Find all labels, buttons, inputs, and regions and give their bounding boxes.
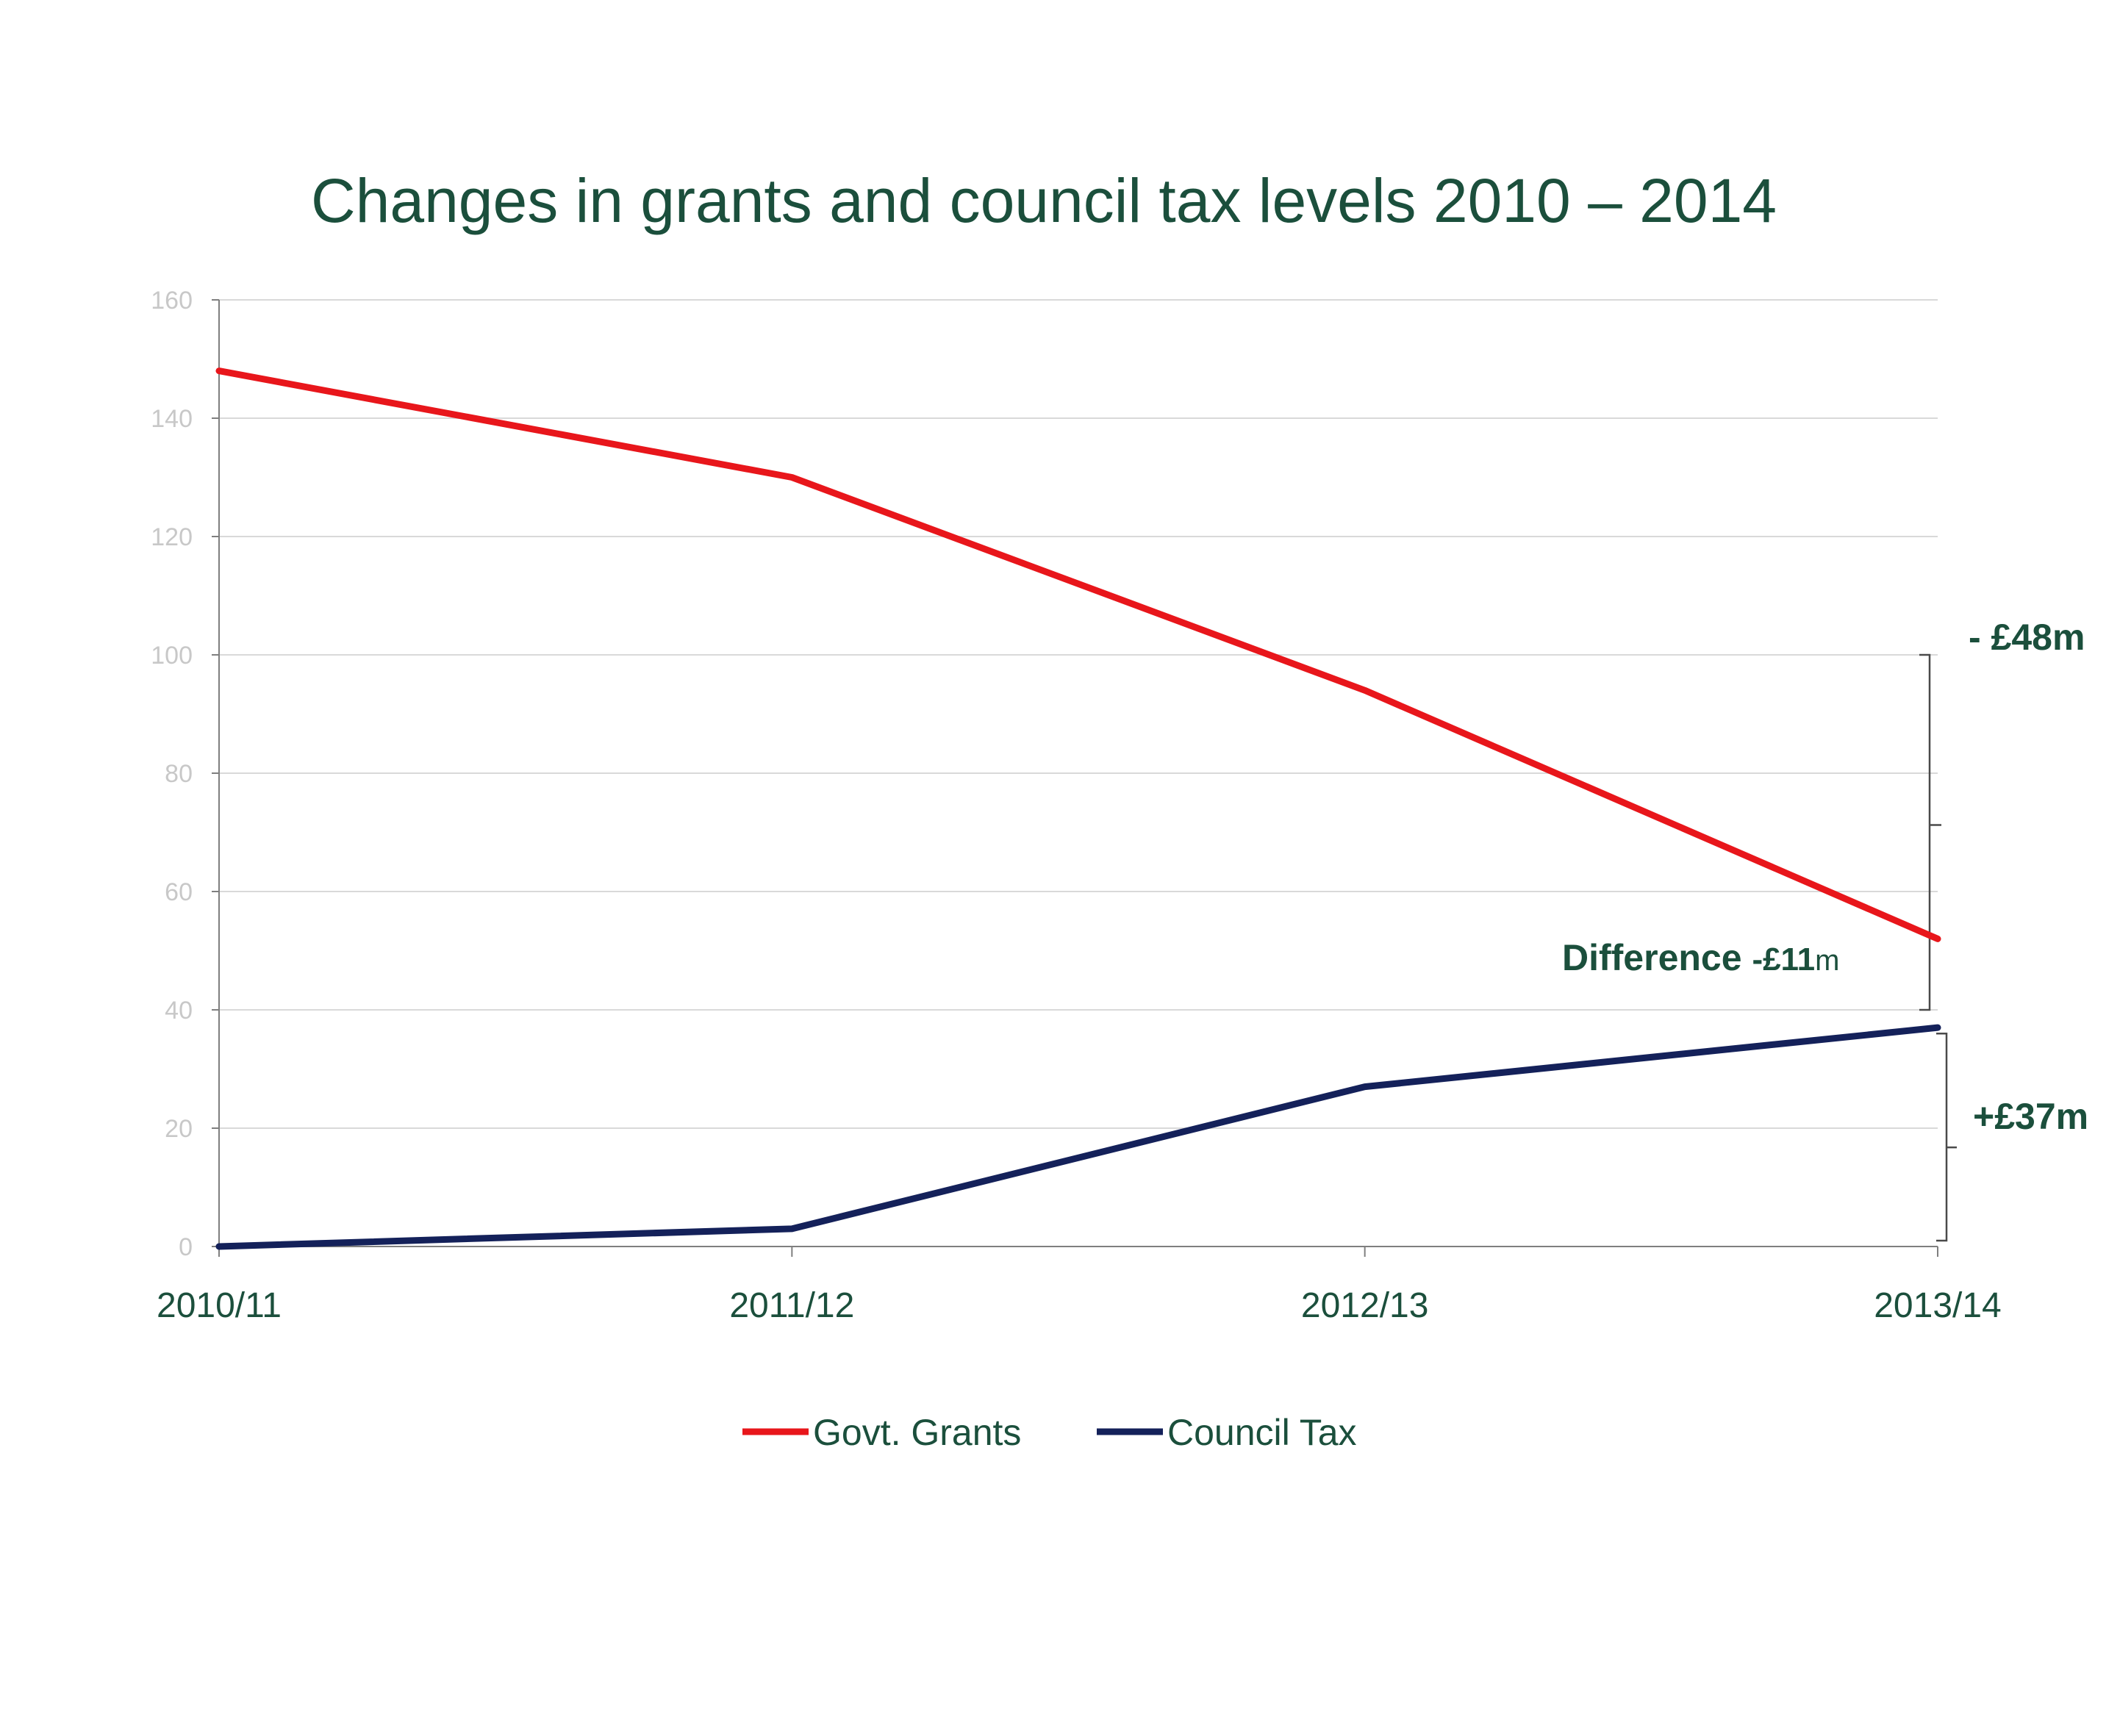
x-tick-label: 2011/12 <box>729 1286 854 1325</box>
change-brackets <box>1919 653 1957 1242</box>
x-tick-label: 2013/14 <box>1874 1286 2002 1325</box>
difference-label: Difference <box>1562 937 1752 978</box>
y-tick-label: 40 <box>165 997 193 1025</box>
tax-change-annotation: +£37m <box>1973 1096 2088 1137</box>
y-tick-label: 160 <box>151 287 193 315</box>
x-tick-label: 2012/13 <box>1301 1286 1429 1325</box>
y-tick-label: 60 <box>165 878 193 906</box>
difference-annotation: Difference -£11m <box>1562 937 1839 978</box>
council-tax-line <box>215 1024 1941 1250</box>
legend-label: Council Tax <box>1167 1412 1357 1453</box>
series-lines <box>215 367 1941 1250</box>
legend: Govt. Grants Council Tax <box>742 1412 1357 1453</box>
y-tick-label: 140 <box>151 405 193 433</box>
y-axis-ticks: 0 20 40 60 80 100 120 140 160 <box>151 287 193 1261</box>
grants-change-bracket <box>1919 653 1941 1011</box>
govt-grants-line <box>215 367 1941 942</box>
y-tick-label: 120 <box>151 523 193 551</box>
chart-title: Changes in grants and council tax levels… <box>311 166 1777 235</box>
y-tick-label: 80 <box>165 760 193 788</box>
x-axis-ticks: 2010/11 2011/12 2012/13 2013/14 <box>157 1286 2002 1325</box>
x-tick-label: 2010/11 <box>157 1286 282 1325</box>
axes <box>212 299 1938 1257</box>
difference-unit: m <box>1815 944 1839 977</box>
y-tick-label: 20 <box>165 1115 193 1143</box>
difference-value: -£11 <box>1752 941 1815 978</box>
grants-change-annotation: - £48m <box>1969 617 2085 658</box>
gridlines <box>219 299 1938 1129</box>
y-tick-label: 100 <box>151 642 193 670</box>
y-tick-label: 0 <box>179 1233 193 1261</box>
legend-label: Govt. Grants <box>813 1412 1021 1453</box>
tax-change-bracket <box>1936 1032 1957 1242</box>
